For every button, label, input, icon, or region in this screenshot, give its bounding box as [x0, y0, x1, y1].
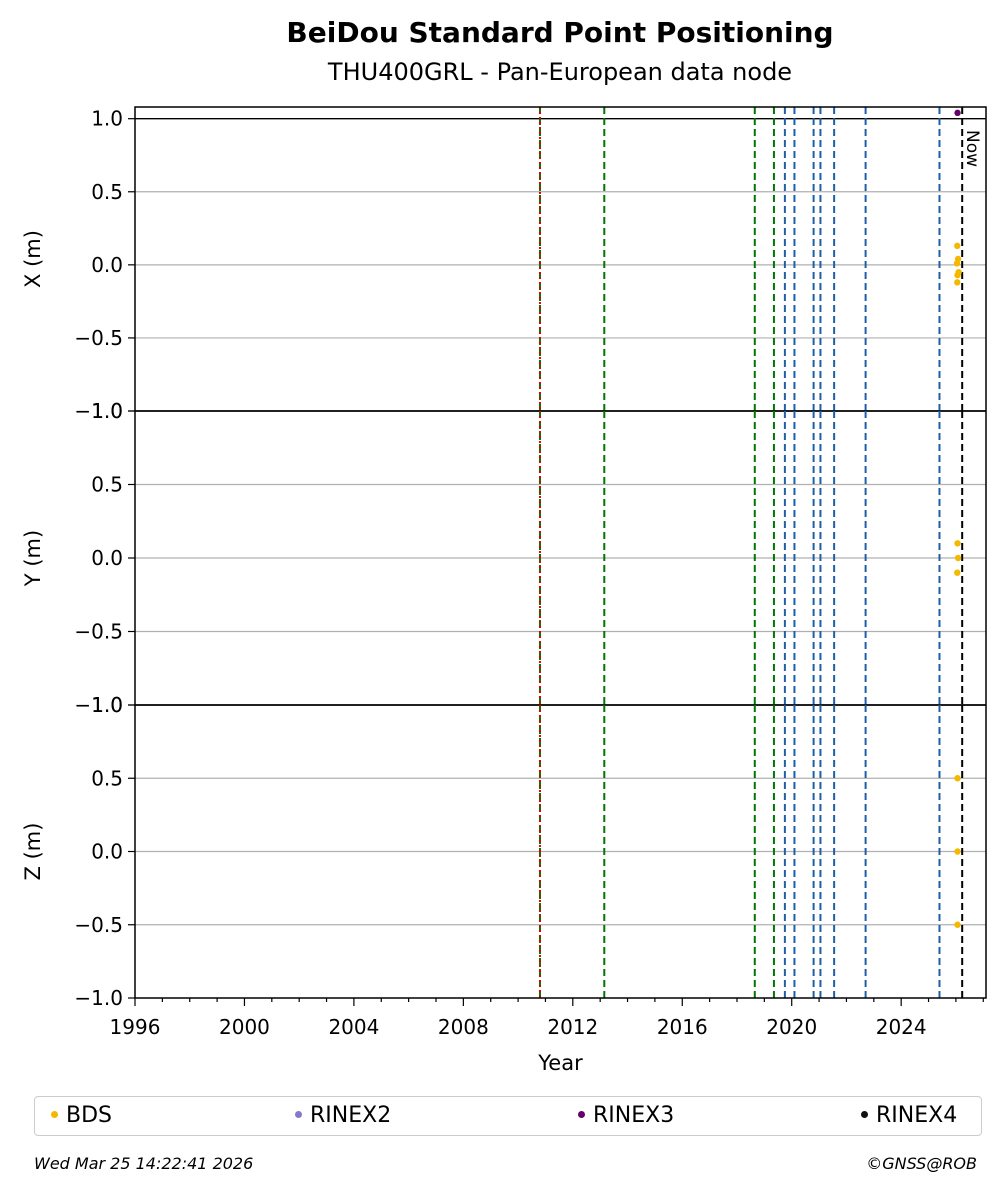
- plot-frame: [134, 106, 987, 999]
- legend-label-rinex2: RINEX2: [310, 1103, 392, 1128]
- legend-marker-bds: [51, 1110, 58, 1118]
- x-tick-label: 2024: [876, 1015, 927, 1039]
- data-point-bds: [953, 260, 961, 267]
- data-point-bds: [954, 569, 961, 576]
- x-tick-label: 2008: [438, 1015, 489, 1039]
- legend-marker-rinex4: [861, 1110, 868, 1118]
- legend-item-bds: BDS: [51, 1103, 112, 1128]
- data-point-bds: [954, 242, 961, 250]
- chart-legend: BDS RINEX2 RINEX3 RINEX4: [34, 1096, 982, 1136]
- y-tick-label: 1.0: [91, 693, 123, 717]
- y-tick-label: −0.5: [74, 326, 123, 350]
- data-point-bds: [954, 921, 961, 928]
- now-label: Now: [962, 130, 982, 167]
- x-tick-label: 2000: [219, 1015, 270, 1039]
- data-point-rinex3: [954, 109, 961, 117]
- legend-marker-rinex3: [578, 1110, 585, 1118]
- y-tick-label: 0.0: [91, 546, 123, 570]
- panel-1: −1.0 −0.5 0.0 0.5 1.0 X (m): [21, 107, 986, 423]
- x-tick-label: 2004: [328, 1015, 379, 1039]
- x-tick-label: 1996: [110, 1015, 161, 1039]
- legend-item-rinex3: RINEX3: [578, 1103, 674, 1128]
- data-point-bds: [954, 271, 961, 279]
- y-tick-label: 1.0: [91, 399, 123, 423]
- y-tick-label: −1.0: [74, 693, 123, 717]
- y-tick-label: −0.5: [74, 913, 123, 937]
- y-tick-label: 0.5: [91, 766, 123, 790]
- y-tick-label: 0.0: [91, 840, 123, 864]
- legend-item-rinex2: RINEX2: [295, 1103, 391, 1128]
- panel-3: −1.0 −0.5 0.0 0.5 1.0 Z (m): [21, 693, 986, 1010]
- x-tick-label: 2012: [547, 1015, 598, 1039]
- y-tick-label: −0.5: [74, 620, 123, 644]
- chart-subtitle: THU400GRL - Pan-European data node: [327, 58, 793, 86]
- data-point-bds: [954, 775, 961, 782]
- y-axis-label: Y (m): [21, 530, 45, 587]
- data-point-bds: [954, 848, 961, 855]
- y-tick-label: 0.5: [91, 180, 123, 204]
- legend-label-rinex4: RINEX4: [876, 1103, 958, 1128]
- panel-2: −1.0 −0.5 0.0 0.5 1.0 Y (m): [21, 399, 986, 717]
- data-point-bds: [954, 540, 961, 547]
- x-axis-label: Year: [537, 1051, 583, 1075]
- y-tick-label: 0.5: [91, 473, 123, 497]
- y-tick-label: −1.0: [74, 986, 123, 1010]
- legend-label-bds: BDS: [66, 1103, 112, 1128]
- footer-date: Wed Mar 25 14:22:41 2026: [34, 1154, 254, 1173]
- data-point-bds: [954, 554, 962, 562]
- data-point-bds: [954, 279, 961, 286]
- y-tick-label: −1.0: [74, 399, 123, 423]
- legend-marker-rinex2: [295, 1110, 302, 1118]
- y-axis-label: Z (m): [21, 823, 45, 881]
- y-axis-label: X (m): [21, 230, 45, 288]
- legend-item-rinex4: RINEX4: [861, 1103, 957, 1128]
- y-tick-label: 1.0: [91, 107, 123, 131]
- y-tick-label: 0.0: [91, 253, 123, 277]
- x-tick-label: 2020: [766, 1015, 817, 1039]
- chart-title: BeiDou Standard Point Positioning: [286, 16, 834, 49]
- footer-credit: ©GNSS@ROB: [866, 1154, 977, 1173]
- x-tick-label: 2016: [657, 1015, 708, 1039]
- legend-label-rinex3: RINEX3: [593, 1103, 675, 1128]
